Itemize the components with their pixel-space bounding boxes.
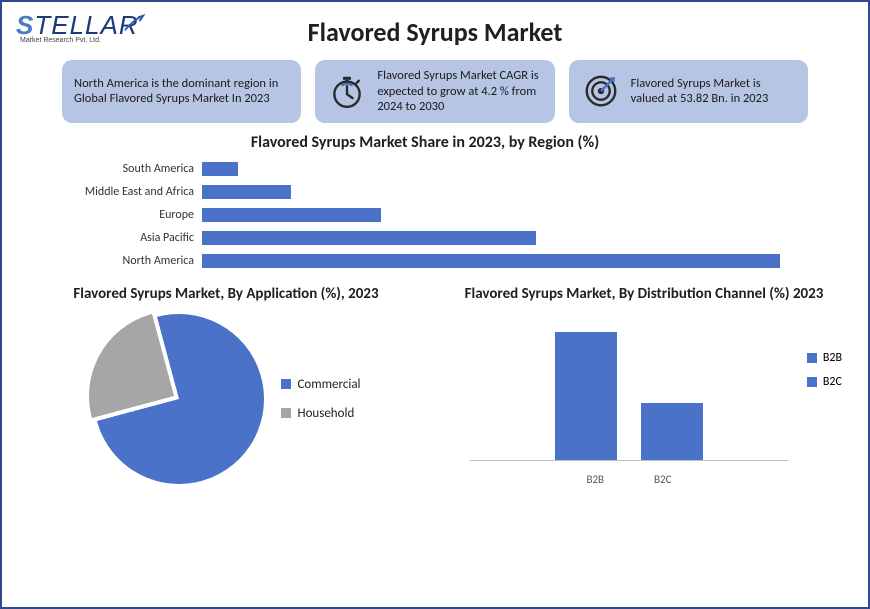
- target-icon: [581, 71, 621, 111]
- pie-slice-household: [89, 311, 259, 481]
- pie-chart-wrap: Commercial Household: [22, 311, 430, 487]
- callout-dominant-region: North America is the dominant region in …: [62, 60, 301, 123]
- region-bar-label: North America: [52, 254, 202, 268]
- legend-swatch-icon: [807, 353, 817, 363]
- region-bar-track: [202, 162, 798, 176]
- dist-bar: [555, 332, 617, 460]
- dist-bar-fill: [641, 403, 703, 460]
- region-bar-fill: [202, 208, 381, 222]
- logo-swoosh-icon: [123, 12, 145, 34]
- region-bar-label: Europe: [52, 208, 202, 222]
- region-bar-fill: [202, 254, 780, 268]
- dist-chart-title: Flavored Syrups Market, By Distribution …: [440, 285, 848, 303]
- legend-label: B2C: [823, 375, 842, 389]
- region-chart-bars: South America Middle East and Africa Europ…: [52, 158, 798, 273]
- region-bar-row: Europe: [52, 204, 798, 227]
- region-bar-track: [202, 231, 798, 245]
- legend-label: Household: [297, 406, 354, 421]
- callout-text: Flavored Syrups Market CAGR is expected …: [377, 68, 542, 115]
- dist-bar: [641, 403, 703, 460]
- pie-chart: [91, 311, 267, 487]
- dist-legend-item: B2B: [807, 351, 842, 365]
- region-bar-track: [202, 254, 798, 268]
- dist-chart-bars: B2BB2C: [470, 311, 788, 461]
- region-bar-label: South America: [52, 162, 202, 176]
- legend-swatch-icon: [281, 408, 291, 418]
- callout-text: North America is the dominant region in …: [74, 76, 289, 107]
- pie-chart-title: Flavored Syrups Market, By Application (…: [22, 285, 430, 303]
- legend-swatch-icon: [281, 379, 291, 389]
- bottom-panels: Flavored Syrups Market, By Application (…: [2, 285, 868, 487]
- dist-chart-axis-labels: B2B B2C: [470, 467, 788, 486]
- pie-legend: Commercial Household: [281, 377, 360, 421]
- region-bar-fill: [202, 162, 238, 176]
- dist-chart-legend: B2B B2C: [807, 351, 842, 389]
- dist-bar-fill: [555, 332, 617, 460]
- brand-logo-text: STELLAR: [16, 10, 139, 41]
- region-bar-track: [202, 208, 798, 222]
- region-bar-fill: [202, 185, 291, 199]
- dist-bar-label: B2B: [587, 473, 605, 486]
- stopwatch-icon: [327, 71, 367, 111]
- callout-valuation: Flavored Syrups Market is valued at 53.8…: [569, 60, 808, 123]
- brand-logo: STELLAR Market Research Pvt. Ltd.: [16, 10, 139, 44]
- region-bar-row: North America: [52, 250, 798, 273]
- distribution-bar-panel: Flavored Syrups Market, By Distribution …: [440, 285, 848, 487]
- legend-swatch-icon: [807, 377, 817, 387]
- region-chart-title: Flavored Syrups Market Share in 2023, by…: [52, 133, 798, 152]
- pie-legend-item: Commercial: [281, 377, 360, 392]
- application-pie-panel: Flavored Syrups Market, By Application (…: [22, 285, 430, 487]
- dist-legend-item: B2C: [807, 375, 842, 389]
- region-bar-chart: Flavored Syrups Market Share in 2023, by…: [2, 133, 868, 273]
- dist-bar-label: B2C: [654, 473, 671, 486]
- legend-label: B2B: [823, 351, 842, 365]
- callouts-row: North America is the dominant region in …: [2, 60, 868, 123]
- pie-legend-item: Household: [281, 406, 360, 421]
- legend-label: Commercial: [297, 377, 360, 392]
- region-bar-row: Middle East and Africa: [52, 181, 798, 204]
- callout-text: Flavored Syrups Market is valued at 53.8…: [631, 76, 796, 107]
- region-bar-row: Asia Pacific: [52, 227, 798, 250]
- region-bar-label: Asia Pacific: [52, 231, 202, 245]
- region-bar-track: [202, 185, 798, 199]
- region-bar-row: South America: [52, 158, 798, 181]
- region-bar-fill: [202, 231, 536, 245]
- callout-cagr: Flavored Syrups Market CAGR is expected …: [315, 60, 554, 123]
- region-bar-label: Middle East and Africa: [52, 185, 202, 199]
